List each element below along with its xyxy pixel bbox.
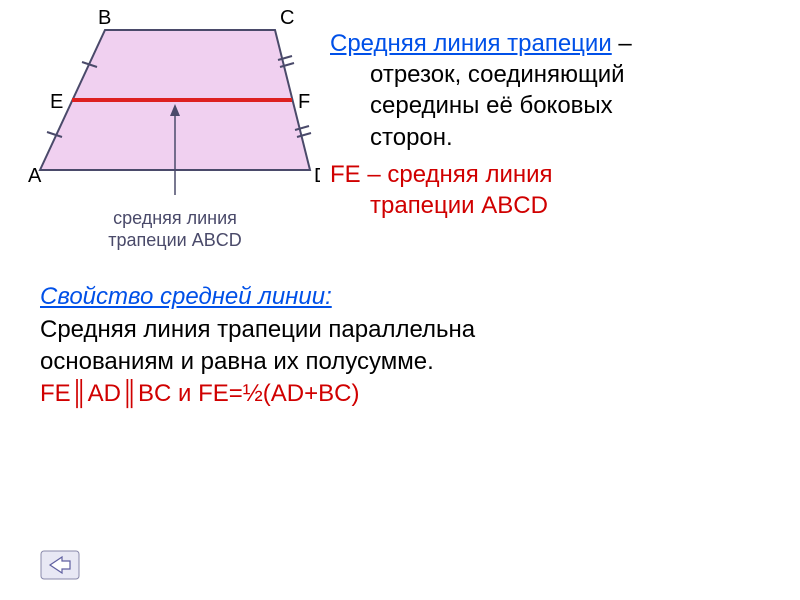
figure-caption-1: средняя линия: [20, 208, 330, 230]
definition-block: Средняя линия трапеции – отрезок, соедин…: [330, 10, 780, 251]
vertex-f: F: [298, 91, 310, 113]
definition-line2: отрезок, соединяющий: [330, 59, 770, 90]
definition-line4: сторон.: [330, 122, 770, 153]
vertex-c: C: [280, 10, 294, 29]
vertex-d: D: [314, 165, 320, 187]
vertex-b: B: [98, 10, 111, 29]
figure-caption-2: трапеции ABCD: [20, 230, 330, 252]
definition-term: Средняя линия трапеции: [330, 30, 612, 57]
trapezoid-figure: A B C D E F средняя линия трапеции ABCD: [20, 10, 330, 251]
fe-line2: трапеции ABCD: [330, 190, 770, 221]
property-title: Свойство средней линии:: [40, 281, 760, 313]
fe-line1: FE – средняя линия: [330, 161, 553, 188]
back-button[interactable]: [40, 550, 80, 580]
property-formula: FE║AD║BC и FE=½(AD+BC): [40, 378, 760, 410]
vertex-a: A: [28, 165, 42, 187]
definition-dash: –: [612, 30, 632, 57]
property-line1: Средняя линия трапеции параллельна: [40, 314, 760, 346]
definition-line3: середины её боковых: [330, 90, 770, 121]
vertex-e: E: [50, 91, 63, 113]
property-block: Свойство средней линии: Средняя линия тр…: [0, 251, 800, 411]
property-line2: основаниям и равна их полусумме.: [40, 346, 760, 378]
